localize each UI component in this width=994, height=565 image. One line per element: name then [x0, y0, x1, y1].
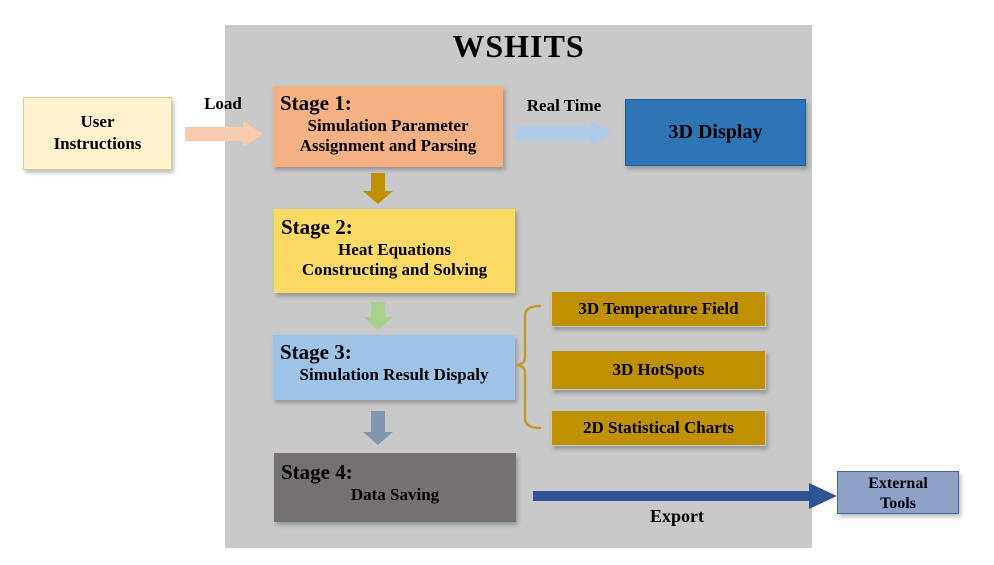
stage4-heading: Stage 4:	[281, 460, 353, 484]
stage1-line2: Assignment and Parsing	[299, 136, 477, 155]
output-box-temperature-field: 3D Temperature Field	[551, 291, 766, 327]
stage3-heading: Stage 3:	[280, 340, 352, 364]
external-tools-box: External Tools	[837, 471, 959, 514]
stage2-line1: Heat Equations	[338, 240, 451, 259]
stage1-line1: Simulation Parameter	[307, 116, 469, 135]
stage1-heading: Stage 1:	[280, 91, 352, 115]
display-3d-box: 3D Display	[625, 99, 806, 166]
output-box-statistical-charts: 2D Statistical Charts	[551, 410, 766, 446]
display-3d-label: 3D Display	[668, 121, 763, 143]
user-instructions-line2: Instructions	[53, 134, 142, 153]
load-arrow-icon	[185, 121, 263, 147]
load-label: Load	[204, 94, 242, 113]
output-hotspots-label: 3D HotSpots	[612, 360, 705, 379]
stage2-box: Stage 2: Heat Equations Constructing and…	[274, 209, 515, 293]
external-tools-line1: External	[868, 475, 928, 492]
down-arrow-stage2-stage3-icon	[363, 302, 393, 330]
output-temperature-field-label: 3D Temperature Field	[578, 299, 739, 318]
external-tools-line2: Tools	[880, 495, 916, 512]
user-instructions-box: User Instructions	[23, 97, 172, 170]
stage2-line2: Constructing and Solving	[301, 260, 488, 279]
stage2-heading: Stage 2:	[281, 215, 353, 239]
stage3-line1: Simulation Result Dispaly	[299, 365, 489, 384]
stage4-box: Stage 4: Data Saving	[274, 453, 516, 522]
stage3-box: Stage 3: Simulation Result Dispaly	[273, 335, 515, 400]
stage4-line1: Data Saving	[350, 485, 440, 504]
real-time-arrow-icon	[517, 120, 612, 146]
export-label: Export	[650, 506, 704, 526]
down-arrow-stage3-stage4-icon	[363, 411, 393, 445]
export-arrow-icon	[533, 483, 837, 509]
output-box-hotspots: 3D HotSpots	[551, 350, 766, 390]
down-arrow-stage1-stage2-icon	[363, 173, 393, 204]
diagram-title: WSHITS	[452, 28, 585, 64]
stage1-box: Stage 1: Simulation Parameter Assignment…	[273, 86, 503, 167]
output-statistical-charts-label: 2D Statistical Charts	[582, 418, 735, 437]
curly-brace-connector-icon	[514, 304, 542, 430]
user-instructions-line1: User	[80, 112, 115, 131]
real-time-label: Real Time	[526, 96, 602, 115]
